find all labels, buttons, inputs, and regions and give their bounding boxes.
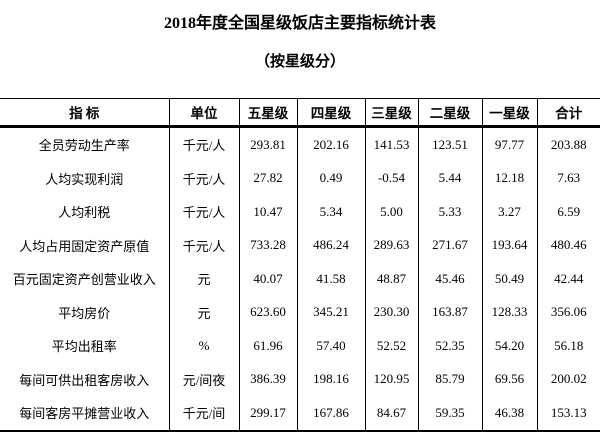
statistics-table: 指 标 单位 五星级 四星级 三星级 二星级 一星级 合计 全员劳动生产率 千元… xyxy=(0,98,600,432)
value-cell: 486.24 xyxy=(296,228,366,262)
table-row: 人均实现利润 千元/人 27.82 0.49 -0.54 5.44 12.18 … xyxy=(0,161,600,195)
value-cell: 5.33 xyxy=(417,195,483,229)
value-cell: 386.39 xyxy=(238,362,298,396)
value-cell: 12.18 xyxy=(481,161,538,195)
table-row: 百元固定资产创营业收入 元 40.07 41.58 48.87 45.46 50… xyxy=(0,262,600,296)
value-cell: 27.82 xyxy=(238,161,298,195)
indicator-cell: 每间客房平摊营业收入 xyxy=(0,396,170,432)
value-cell: 46.38 xyxy=(481,396,538,432)
value-cell: 57.40 xyxy=(296,329,366,363)
table-header-row: 指 标 单位 五星级 四星级 三星级 二星级 一星级 合计 xyxy=(0,98,600,128)
value-cell: 289.63 xyxy=(364,228,419,262)
column-header-total: 合计 xyxy=(536,98,600,128)
unit-cell: 千元/间 xyxy=(168,396,240,432)
value-cell: 153.13 xyxy=(536,396,600,432)
value-cell: 59.35 xyxy=(417,396,483,432)
table-row: 平均房价 元 623.60 345.21 230.30 163.87 128.3… xyxy=(0,295,600,329)
value-cell: 198.16 xyxy=(296,362,366,396)
value-cell: 52.52 xyxy=(364,329,419,363)
unit-cell: 千元/人 xyxy=(168,228,240,262)
table-row: 全员劳动生产率 千元/人 293.81 202.16 141.53 123.51… xyxy=(0,126,600,162)
page-title: 2018年度全国星级饭店主要指标统计表 xyxy=(163,15,436,32)
value-cell: 193.64 xyxy=(481,228,538,262)
value-cell: 299.17 xyxy=(238,396,298,432)
value-cell: 41.58 xyxy=(296,262,366,296)
indicator-cell: 人均利税 xyxy=(0,195,170,229)
indicator-cell: 全员劳动生产率 xyxy=(0,126,170,162)
value-cell: 128.33 xyxy=(481,295,538,329)
table-row: 每间客房平摊营业收入 千元/间 299.17 167.86 84.67 59.3… xyxy=(0,396,600,432)
column-header-four-star: 四星级 xyxy=(296,98,366,128)
value-cell: 293.81 xyxy=(238,126,298,162)
value-cell: 52.35 xyxy=(417,329,483,363)
unit-cell: 千元/人 xyxy=(168,126,240,162)
indicator-cell: 百元固定资产创营业收入 xyxy=(0,262,170,296)
indicator-cell: 人均占用固定资产原值 xyxy=(0,228,170,262)
value-cell: 3.27 xyxy=(481,195,538,229)
indicator-cell: 平均出租率 xyxy=(0,329,170,363)
value-cell: -0.54 xyxy=(364,161,419,195)
value-cell: 356.06 xyxy=(536,295,600,329)
unit-cell: 元/间夜 xyxy=(168,362,240,396)
column-header-two-star: 二星级 xyxy=(417,98,483,128)
value-cell: 48.87 xyxy=(364,262,419,296)
value-cell: 0.49 xyxy=(296,161,366,195)
value-cell: 271.67 xyxy=(417,228,483,262)
value-cell: 5.44 xyxy=(417,161,483,195)
value-cell: 733.28 xyxy=(238,228,298,262)
table-row: 每间可供出租客房收入 元/间夜 386.39 198.16 120.95 85.… xyxy=(0,362,600,396)
value-cell: 7.63 xyxy=(536,161,600,195)
value-cell: 56.18 xyxy=(536,329,600,363)
value-cell: 54.20 xyxy=(481,329,538,363)
indicator-cell: 平均房价 xyxy=(0,295,170,329)
value-cell: 230.30 xyxy=(364,295,419,329)
value-cell: 5.34 xyxy=(296,195,366,229)
value-cell: 141.53 xyxy=(364,126,419,162)
value-cell: 120.95 xyxy=(364,362,419,396)
column-header-one-star: 一星级 xyxy=(481,98,538,128)
unit-cell: % xyxy=(168,329,240,363)
value-cell: 203.88 xyxy=(536,126,600,162)
unit-cell: 千元/人 xyxy=(168,161,240,195)
column-header-five-star: 五星级 xyxy=(238,98,298,128)
value-cell: 167.86 xyxy=(296,396,366,432)
value-cell: 10.47 xyxy=(238,195,298,229)
value-cell: 480.46 xyxy=(536,228,600,262)
value-cell: 84.67 xyxy=(364,396,419,432)
column-header-indicator: 指 标 xyxy=(0,98,170,128)
table-row: 人均占用固定资产原值 千元/人 733.28 486.24 289.63 271… xyxy=(0,228,600,262)
value-cell: 42.44 xyxy=(536,262,600,296)
table-row: 人均利税 千元/人 10.47 5.34 5.00 5.33 3.27 6.59 xyxy=(0,195,600,229)
value-cell: 345.21 xyxy=(296,295,366,329)
value-cell: 200.02 xyxy=(536,362,600,396)
unit-cell: 元 xyxy=(168,295,240,329)
value-cell: 97.77 xyxy=(481,126,538,162)
value-cell: 85.79 xyxy=(417,362,483,396)
value-cell: 69.56 xyxy=(481,362,538,396)
value-cell: 623.60 xyxy=(238,295,298,329)
value-cell: 123.51 xyxy=(417,126,483,162)
value-cell: 6.59 xyxy=(536,195,600,229)
indicator-cell: 人均实现利润 xyxy=(0,161,170,195)
value-cell: 45.46 xyxy=(417,262,483,296)
value-cell: 61.96 xyxy=(238,329,298,363)
column-header-unit: 单位 xyxy=(168,98,240,128)
value-cell: 50.49 xyxy=(481,262,538,296)
table-row: 平均出租率 % 61.96 57.40 52.52 52.35 54.20 56… xyxy=(0,329,600,363)
value-cell: 40.07 xyxy=(238,262,298,296)
value-cell: 163.87 xyxy=(417,295,483,329)
unit-cell: 千元/人 xyxy=(168,195,240,229)
indicator-cell: 每间可供出租客房收入 xyxy=(0,362,170,396)
unit-cell: 元 xyxy=(168,262,240,296)
value-cell: 5.00 xyxy=(364,195,419,229)
value-cell: 202.16 xyxy=(296,126,366,162)
page-subtitle: （按星级分） xyxy=(254,54,345,70)
column-header-three-star: 三星级 xyxy=(364,98,419,128)
